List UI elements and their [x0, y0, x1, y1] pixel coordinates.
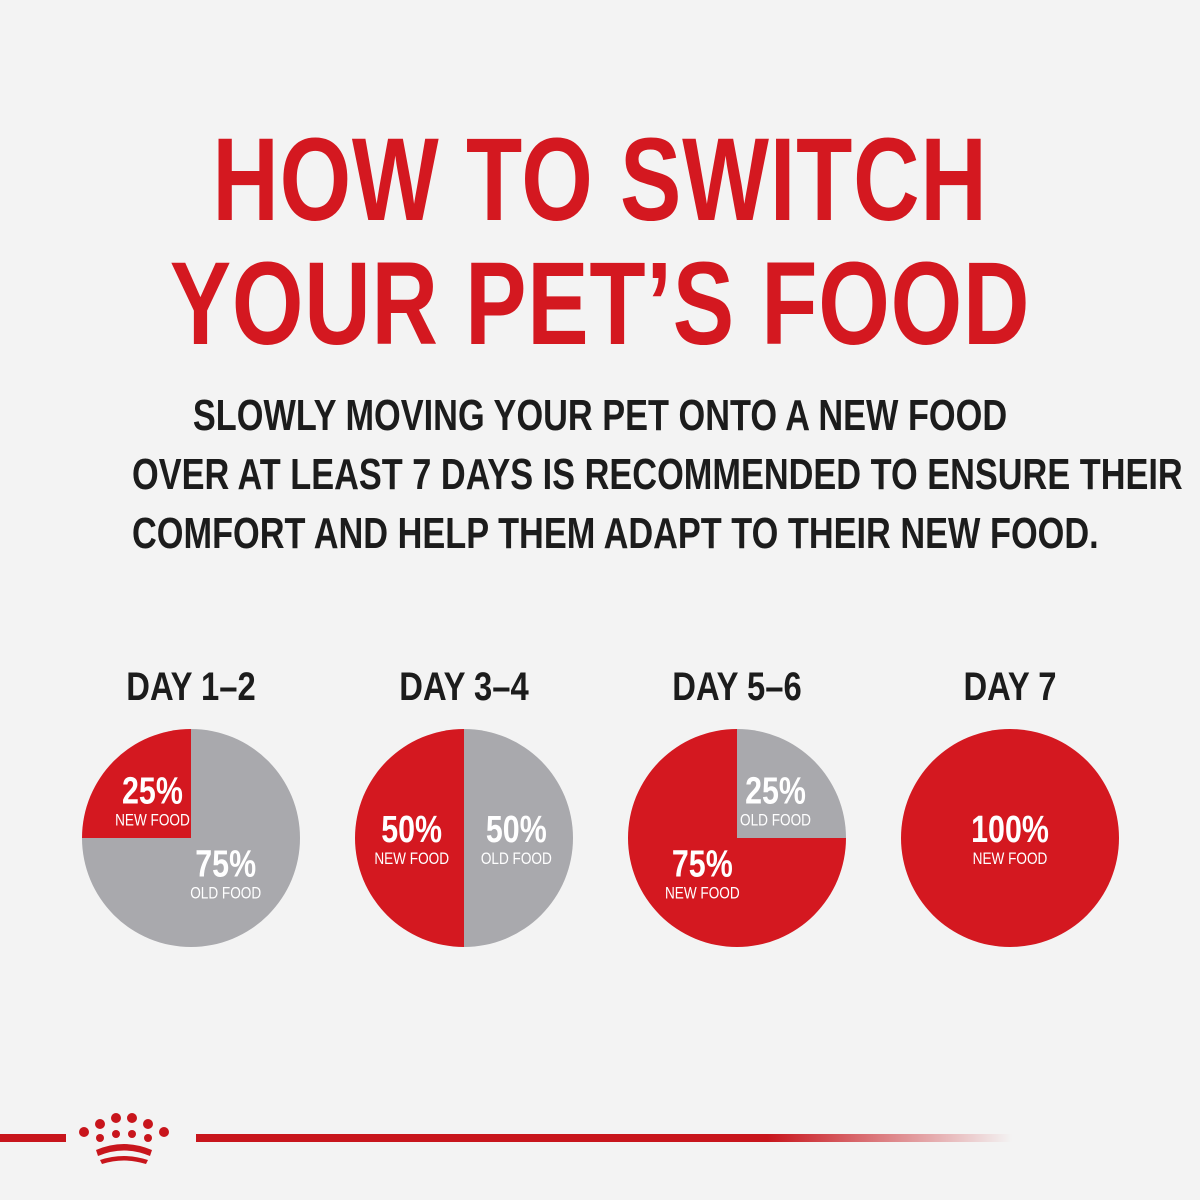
day-label: DAY 5–6 [672, 664, 801, 709]
slice-percent: 25% [122, 770, 183, 812]
footer-line-right [196, 1134, 1012, 1142]
pie-slice-old-food [464, 729, 573, 947]
day-label: DAY 3–4 [399, 664, 529, 709]
slice-percent: 75% [195, 844, 256, 886]
title-line-1: HOW TO SWITCH [212, 114, 988, 246]
pie-slice-new-food [901, 729, 1119, 947]
intro-line-3: COMFORT AND HELP THEM ADAPT TO THEIR NEW… [132, 509, 1099, 558]
slice-percent: 25% [745, 770, 806, 812]
intro-text: SLOWLY MOVING YOUR PET ONTO A NEW FOOD O… [132, 386, 1183, 563]
intro-line-2: OVER AT LEAST 7 DAYS IS RECOMMENDED TO E… [132, 450, 1183, 499]
slice-percent: 75% [672, 844, 733, 886]
slice-label: NEW FOOD [374, 850, 449, 869]
slice-percent: 100% [971, 809, 1049, 851]
slice-percent: 50% [381, 809, 442, 851]
pie-slice-old-food [82, 729, 300, 947]
slice-label: NEW FOOD [115, 811, 190, 830]
slice-label: OLD FOOD [190, 884, 261, 903]
footer-line-left [0, 1134, 66, 1142]
slice-label: NEW FOOD [973, 850, 1048, 869]
pie-chart-1: DAY 1–2 25%NEW FOOD 75%OLD FOOD [82, 664, 300, 947]
page-title: HOW TO SWITCH YOUR PET’S FOOD [132, 118, 1068, 366]
slice-label: OLD FOOD [481, 850, 552, 869]
day-label: DAY 7 [964, 664, 1057, 709]
footer-bar [0, 1113, 1012, 1164]
pie-chart-3: DAY 5–6 75%NEW FOOD 25%OLD FOOD [628, 664, 846, 947]
slice-label: OLD FOOD [740, 811, 811, 830]
slice-label: NEW FOOD [665, 884, 740, 903]
pie-slice-new-food [355, 729, 464, 947]
intro-line-1: SLOWLY MOVING YOUR PET ONTO A NEW FOOD [192, 391, 1008, 440]
crown-icon [79, 1113, 169, 1164]
slice-percent: 50% [486, 809, 547, 851]
pie-slice-old-food [737, 729, 846, 838]
title-line-2: YOUR PET’S FOOD [169, 238, 1031, 370]
day-label: DAY 1–2 [126, 664, 255, 709]
pie-chart-4: DAY 7 100%NEW FOOD [901, 664, 1119, 947]
pie-slice-new-food [82, 729, 191, 838]
